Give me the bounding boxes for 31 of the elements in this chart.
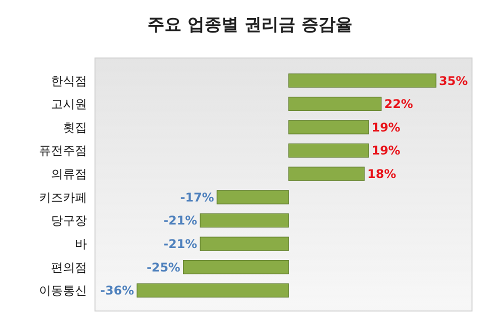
bar (288, 166, 365, 181)
bar (216, 190, 289, 204)
data-label: -21% (163, 214, 198, 228)
y-tick-label: 의류점 (51, 167, 87, 182)
data-label: -36% (100, 284, 134, 298)
data-label: -25% (146, 260, 180, 274)
y-tick-label: 횟집 (63, 120, 87, 134)
bar (200, 213, 289, 228)
data-label: 22% (384, 97, 413, 112)
bar (200, 236, 289, 251)
y-tick-label: 퓨전주점 (39, 144, 87, 158)
data-label: -21% (163, 237, 198, 251)
bar (288, 96, 382, 111)
y-tick-label: 편의점 (51, 260, 87, 274)
chart-title: 주요 업종별 권리금 증감율 (148, 15, 352, 35)
bar (288, 73, 436, 88)
data-label: -17% (180, 190, 214, 204)
y-tick-label: 당구장 (51, 214, 87, 228)
data-label: 19% (372, 144, 400, 158)
y-tick-label: 고시원 (51, 97, 87, 112)
y-tick-label: 이동통신 (39, 284, 87, 298)
data-label: 18% (367, 167, 396, 182)
bar (183, 260, 289, 274)
data-label: 35% (439, 74, 468, 88)
y-tick-label: 바 (75, 237, 87, 251)
bar (136, 283, 289, 298)
y-tick-label: 한식점 (51, 74, 87, 88)
bar (288, 120, 369, 134)
data-label: 19% (372, 120, 400, 134)
y-tick-label: 키즈카페 (39, 190, 87, 204)
bar (288, 143, 369, 158)
